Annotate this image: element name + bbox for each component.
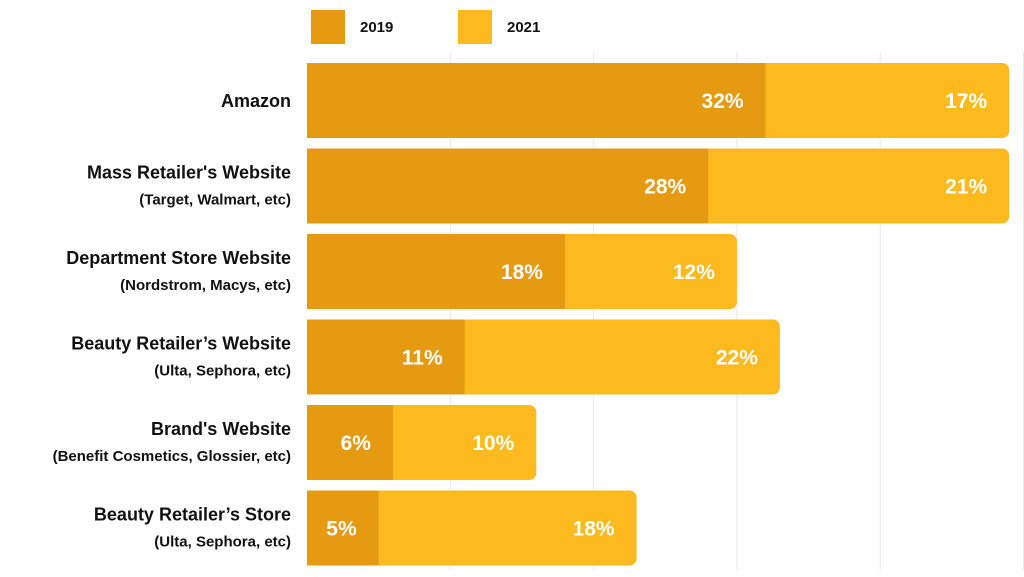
category-subtitle-mass-retailer-s-website: (Target, Walmart, etc) <box>139 192 291 209</box>
data-label-2021-department-store-website: 12% <box>673 261 715 284</box>
bar-2019-beauty-retailer-s-store <box>307 490 379 566</box>
category-subtitle-brand-s-website: (Benefit Cosmetics, Glossier, etc) <box>53 448 291 465</box>
bar-2019-beauty-retailer-s-website <box>307 319 465 395</box>
data-label-2021-beauty-retailer-s-website: 22% <box>716 347 758 370</box>
category-subtitle-beauty-retailer-s-store: (Ulta, Sephora, etc) <box>154 534 291 551</box>
data-label-2021-beauty-retailer-s-store: 18% <box>573 518 615 541</box>
legend: 2019 2021 <box>311 10 540 44</box>
legend-swatch-2021 <box>458 10 492 44</box>
legend-label-2021: 2021 <box>507 19 540 36</box>
bar-2019-department-store-website <box>307 234 565 309</box>
category-subtitle-beauty-retailer-s-website: (Ulta, Sephora, etc) <box>154 363 291 380</box>
data-label-2021-amazon: 17% <box>945 90 987 113</box>
category-subtitle-department-store-website: (Nordstrom, Macys, etc) <box>120 277 291 294</box>
category-labels: Amazon Mass Retailer's Website (Target, Wa… <box>53 91 291 551</box>
category-label-beauty-retailer-s-store: Beauty Retailer’s Store <box>94 505 291 525</box>
data-label-2019-brand-s-website: 6% <box>341 432 372 455</box>
bar-2019-amazon <box>307 63 766 138</box>
legend-swatch-2019 <box>311 10 345 44</box>
bar-2019-brand-s-website <box>307 405 393 480</box>
bar-2021-beauty-retailer-s-store <box>307 490 637 566</box>
category-label-mass-retailer-s-website: Mass Retailer's Website <box>87 163 291 183</box>
data-label-2019-department-store-website: 18% <box>501 261 543 284</box>
data-label-2021-brand-s-website: 10% <box>472 432 514 455</box>
category-label-beauty-retailer-s-website: Beauty Retailer’s Website <box>71 334 291 354</box>
data-label-2019-amazon: 32% <box>702 90 744 113</box>
category-label-department-store-website: Department Store Website <box>66 248 291 268</box>
bar-2019-mass-retailer-s-website <box>307 148 709 224</box>
data-label-2021-mass-retailer-s-website: 21% <box>945 176 987 199</box>
legend-label-2019: 2019 <box>360 19 393 36</box>
data-label-2019-mass-retailer-s-website: 28% <box>644 176 686 199</box>
category-label-amazon: Amazon <box>221 91 291 111</box>
bars: 32% 17% 28% 21% 18% 12% 11% 22% 6% 10% 5% 18% <box>307 63 1010 566</box>
category-label-brand-s-website: Brand's Website <box>151 419 291 439</box>
data-label-2019-beauty-retailer-s-website: 11% <box>402 347 443 370</box>
data-label-2019-beauty-retailer-s-store: 5% <box>326 518 357 541</box>
